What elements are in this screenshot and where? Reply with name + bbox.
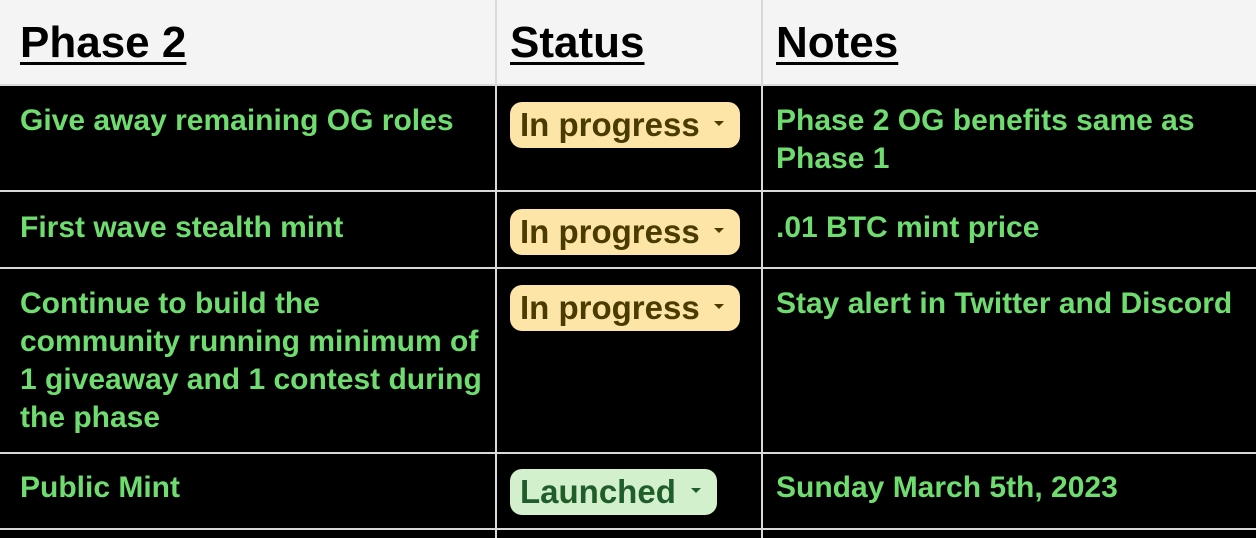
chevron-down-icon [714, 228, 724, 233]
chevron-down-icon [714, 304, 724, 309]
chevron-down-icon [691, 488, 701, 493]
row-divider [0, 452, 1256, 454]
task-cell[interactable]: First wave stealth mint [20, 211, 344, 244]
status-chip-label: Launched [520, 473, 676, 510]
status-chip-label: In progress [520, 106, 700, 143]
note-cell[interactable]: Stay alert in Twitter and Discord [776, 287, 1233, 320]
note-cell[interactable]: Sunday March 5th, 2023 [776, 471, 1118, 504]
header-row [0, 0, 1256, 85]
column-header-notes[interactable]: Notes [756, 0, 1256, 85]
status-chip-label: In progress [520, 213, 700, 250]
task-cell[interactable]: Continue to build the community running … [20, 287, 482, 434]
row-divider [0, 190, 1256, 192]
column-header-status[interactable]: Status [490, 0, 760, 85]
column-divider [761, 0, 763, 538]
column-header-status-label: Status [510, 17, 645, 67]
column-divider [495, 0, 497, 538]
row-divider [0, 528, 1256, 530]
column-header-phase-label: Phase 2 [20, 17, 187, 67]
note-cell[interactable]: .01 BTC mint price [776, 211, 1040, 244]
column-header-notes-label: Notes [776, 17, 899, 67]
row-divider [0, 267, 1256, 269]
task-cell[interactable]: Public Mint [20, 471, 180, 504]
status-dropdown[interactable]: In progress [510, 285, 740, 331]
chevron-down-icon [714, 121, 724, 126]
status-dropdown[interactable]: In progress [510, 209, 740, 255]
column-header-phase[interactable]: Phase 2 [0, 0, 496, 85]
task-cell[interactable]: Give away remaining OG roles [20, 104, 454, 137]
status-dropdown[interactable]: Launched [510, 469, 717, 515]
status-chip-label: In progress [520, 289, 700, 326]
note-cell[interactable]: Phase 2 OG benefits same as Phase 1 [776, 104, 1195, 175]
status-dropdown[interactable]: In progress [510, 102, 740, 148]
row-divider [0, 84, 1256, 86]
